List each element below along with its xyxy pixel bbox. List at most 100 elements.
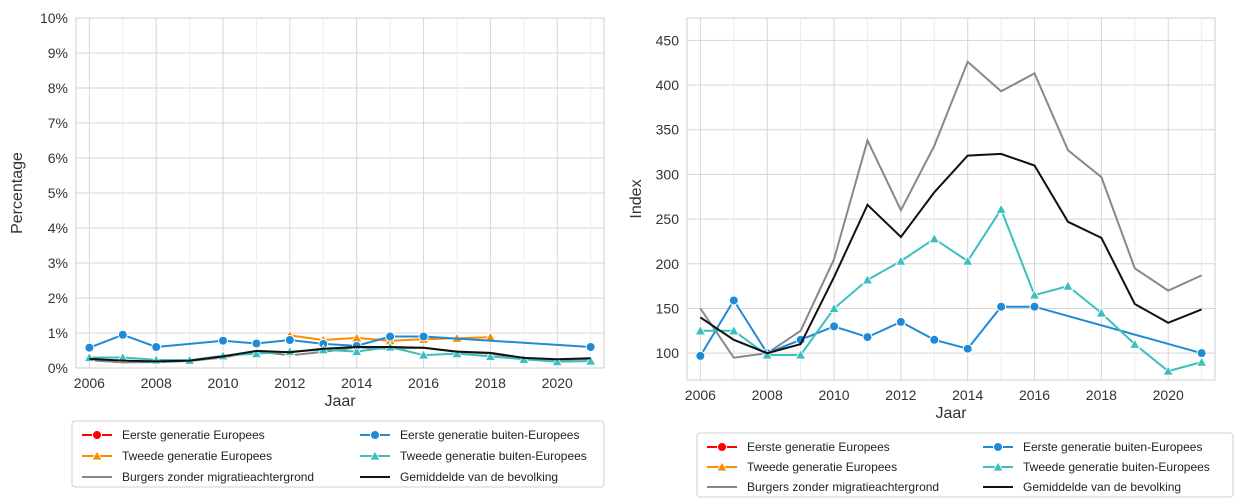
data-point (418, 331, 429, 342)
x-tick-label: 2014 (341, 375, 372, 391)
data-point (1129, 338, 1141, 349)
data-point (250, 347, 263, 359)
data-point (117, 329, 128, 340)
x-tick-label: 2006 (685, 387, 716, 403)
data-point (218, 335, 229, 346)
legend-label: Tweede generatie buiten-Europees (1023, 460, 1210, 474)
y-tick-label: 8% (48, 80, 68, 96)
legend-marker (91, 450, 103, 461)
legend-item: Tweede generatie Europees (707, 460, 897, 474)
series-5 (89, 346, 591, 363)
x-tick-label: 2016 (408, 375, 439, 391)
legend-item: Burgers zonder migratieachtergrond (707, 480, 939, 494)
y-tick-label: 350 (656, 122, 680, 138)
data-point (584, 355, 597, 366)
series-line (89, 346, 591, 363)
data-point (928, 232, 940, 244)
legend-box (71, 420, 605, 488)
y-axis-label: Index (628, 179, 645, 218)
y-tick-label: 10% (40, 10, 68, 26)
x-tick-label: 2020 (542, 375, 573, 391)
y-tick-label: 2% (48, 290, 68, 306)
y-tick-label: 400 (656, 77, 680, 93)
y-tick-label: 4% (48, 220, 68, 236)
legend-marker (716, 461, 728, 472)
x-tick-label: 2010 (207, 375, 238, 391)
y-tick-label: 6% (48, 150, 68, 166)
y-axis-label: Percentage (9, 152, 26, 234)
data-point (694, 325, 707, 336)
data-point (385, 331, 396, 342)
legend-marker (370, 430, 380, 440)
series-line (699, 298, 1202, 357)
chart-index: 100 150 200 250 300 350 400 450 2006 2008 2010 2012… (628, 17, 1234, 498)
data-point (1195, 356, 1208, 367)
x-axis-label: Jaar (935, 405, 967, 422)
legend: Eerste generatie Europees Eerste generati… (71, 420, 605, 488)
y-tick-label: 5% (48, 185, 68, 201)
data-point (1062, 280, 1074, 291)
legend-box (696, 432, 1234, 498)
legend-label: Tweede generatie Europees (747, 460, 897, 474)
y-tick-label: 9% (48, 45, 68, 61)
data-point (962, 343, 973, 354)
gridlines (687, 18, 1215, 380)
y-tick-label: 150 (656, 300, 680, 316)
data-point (895, 316, 906, 327)
data-point (451, 347, 463, 359)
data-point (761, 349, 773, 360)
chart-percentage: 0% 1% 2% 3% 4% 5% 6% 7% 8% 9% 10% 2006 2008 2010 2012 2… (9, 10, 605, 488)
data-point (284, 335, 295, 345)
legend-marker (717, 442, 727, 452)
x-tick-label: 2008 (141, 375, 172, 391)
legend-item: Tweede generatie Europees (82, 449, 272, 463)
y-tick-label: 7% (48, 115, 68, 131)
legend-marker (992, 461, 1004, 472)
legend-label: Eerste generatie buiten-Europees (1023, 440, 1202, 454)
data-point (895, 255, 907, 266)
series-line (700, 207, 1202, 373)
data-point (585, 342, 596, 352)
legend-item: Tweede generatie buiten-Europees (360, 449, 587, 463)
series-line (699, 152, 1202, 355)
data-point (728, 325, 740, 336)
data-point (862, 332, 873, 343)
y-tick-label: 0% (48, 360, 68, 376)
legend-label: Burgers zonder migratieachtergrond (747, 480, 939, 494)
legend-item: Eerste generatie Europees (707, 440, 890, 454)
legend-item: Burgers zonder migratieachtergrond (82, 470, 314, 484)
series-line (89, 333, 591, 349)
data-point (251, 338, 262, 349)
legend-marker (369, 450, 381, 461)
legend-label: Burgers zonder migratieachtergrond (122, 470, 314, 484)
gridlines (76, 17, 604, 369)
legend-item: Gemiddelde van de bevolking (983, 480, 1181, 494)
data-point (828, 302, 840, 313)
legend-marker (993, 442, 1003, 452)
y-tick-label: 3% (48, 255, 68, 271)
data-point (151, 342, 162, 352)
plot-frame (75, 17, 605, 369)
legend-label: Tweede generatie Europees (122, 449, 272, 463)
plot-frame (686, 17, 1216, 381)
legend: Eerste generatie Europees Eerste generati… (696, 432, 1234, 498)
legend-label: Tweede generatie buiten-Europees (400, 449, 587, 463)
y-tick-label: 300 (656, 166, 680, 182)
legend-label: Eerste generatie buiten-Europees (400, 428, 579, 442)
series-3 (695, 295, 1207, 361)
y-tick-label: 450 (656, 32, 680, 48)
legend-item: Tweede generatie buiten-Europees (983, 460, 1210, 474)
data-point (1028, 289, 1041, 300)
x-tick-label: 2014 (952, 387, 983, 403)
data-point (1095, 307, 1108, 318)
legend-item: Eerste generatie buiten-Europees (360, 428, 579, 442)
series-4 (694, 203, 1208, 376)
legend-item: Gemiddelde van de bevolking (360, 470, 558, 484)
x-tick-label: 2006 (74, 375, 105, 391)
x-tick-label: 2018 (475, 375, 506, 391)
data-point (929, 334, 940, 345)
legend-marker (92, 430, 102, 440)
data-point (794, 349, 807, 360)
legend-item: Eerste generatie Europees (82, 428, 265, 442)
